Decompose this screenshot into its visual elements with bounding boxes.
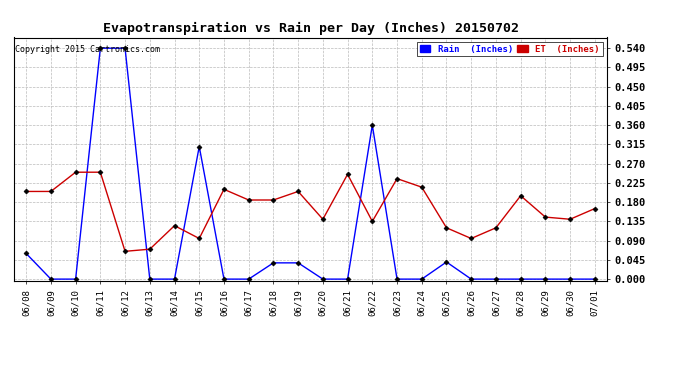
Title: Evapotranspiration vs Rain per Day (Inches) 20150702: Evapotranspiration vs Rain per Day (Inch…: [103, 22, 518, 35]
Text: Copyright 2015 Cartronics.com: Copyright 2015 Cartronics.com: [15, 45, 160, 54]
Legend: Rain  (Inches), ET  (Inches): Rain (Inches), ET (Inches): [417, 42, 602, 56]
